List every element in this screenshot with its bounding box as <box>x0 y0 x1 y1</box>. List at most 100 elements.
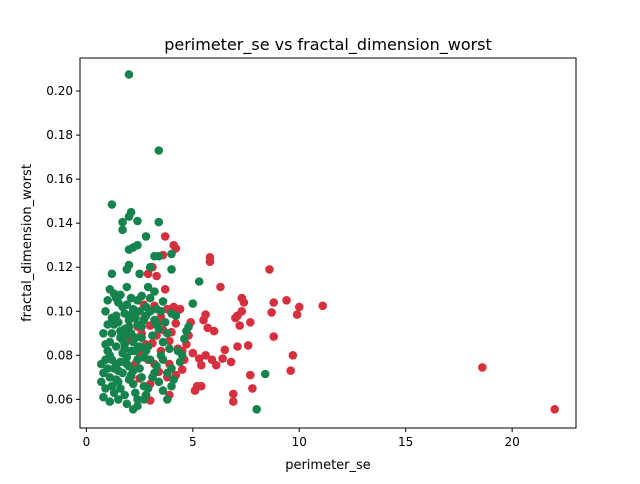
data-point-series-2 <box>150 315 159 325</box>
data-point-series-2 <box>163 329 172 338</box>
data-point-series-1 <box>209 326 219 336</box>
data-point-series-2 <box>97 377 106 387</box>
data-point-series-1 <box>235 321 244 330</box>
data-point-series-1 <box>233 342 242 351</box>
data-point-series-2 <box>139 381 149 391</box>
data-point-series-2 <box>114 395 123 404</box>
data-point-series-2 <box>145 293 155 303</box>
data-point-series-2 <box>107 269 117 279</box>
data-point-series-2 <box>188 299 198 308</box>
y-tick-label: 0.16 <box>46 172 73 186</box>
data-point-series-1 <box>188 348 198 358</box>
data-point-series-2 <box>158 386 168 395</box>
data-point-series-1 <box>243 341 253 350</box>
data-point-series-2 <box>122 399 132 409</box>
data-point-series-2 <box>133 216 142 226</box>
points-layer <box>97 70 559 414</box>
data-point-series-2 <box>118 368 127 378</box>
data-point-series-2 <box>194 277 204 286</box>
data-point-series-2 <box>107 200 117 209</box>
data-point-series-2 <box>145 307 155 316</box>
data-point-series-2 <box>137 322 146 332</box>
data-point-series-2 <box>124 315 134 325</box>
y-tick-label: 0.06 <box>46 392 73 406</box>
data-point-series-1 <box>160 232 170 241</box>
data-point-series-2 <box>156 307 166 316</box>
data-point-series-2 <box>167 265 176 274</box>
data-point-series-2 <box>116 290 125 300</box>
data-point-series-2 <box>145 262 155 272</box>
data-point-series-1 <box>267 308 276 317</box>
data-point-series-1 <box>171 319 181 328</box>
data-point-series-1 <box>550 405 559 414</box>
data-point-series-2 <box>99 329 108 338</box>
data-point-series-2 <box>99 392 108 402</box>
data-point-series-2 <box>122 300 132 310</box>
data-point-series-2 <box>103 364 112 373</box>
data-point-series-2 <box>116 384 125 393</box>
data-point-series-2 <box>165 344 174 354</box>
data-point-series-2 <box>154 377 164 387</box>
data-point-series-2 <box>105 351 115 360</box>
data-point-series-2 <box>128 405 138 414</box>
data-point-series-2 <box>131 388 140 398</box>
data-point-series-2 <box>128 366 138 376</box>
data-point-series-1 <box>197 360 206 370</box>
data-point-series-1 <box>295 302 304 312</box>
data-point-series-1 <box>229 389 238 399</box>
data-point-series-2 <box>167 381 176 391</box>
data-point-series-2 <box>114 377 123 387</box>
data-point-series-2 <box>120 324 129 334</box>
data-point-series-1 <box>229 397 238 406</box>
data-point-series-2 <box>143 342 153 351</box>
data-point-series-2 <box>150 287 159 296</box>
data-point-series-2 <box>101 340 110 349</box>
data-point-series-1 <box>269 332 279 341</box>
data-point-series-2 <box>122 353 132 362</box>
y-tick-label: 0.20 <box>46 84 73 98</box>
data-point-series-2 <box>141 232 151 241</box>
x-tick-label: 15 <box>398 435 413 449</box>
data-point-series-2 <box>116 333 125 343</box>
data-point-series-1 <box>288 351 298 360</box>
data-point-series-1 <box>194 354 204 363</box>
y-axis-label: fractal_dimension_worst <box>20 164 35 322</box>
data-point-series-1 <box>143 269 153 279</box>
data-point-series-2 <box>114 318 123 327</box>
data-point-series-2 <box>148 331 157 340</box>
data-point-series-1 <box>220 345 230 355</box>
data-point-series-2 <box>141 390 151 400</box>
x-axis: 0 5 10 15 20 <box>83 428 520 449</box>
data-point-series-1 <box>190 386 200 395</box>
data-point-series-2 <box>107 381 117 391</box>
y-tick-label: 0.08 <box>46 348 73 362</box>
data-point-series-2 <box>135 269 144 279</box>
data-point-series-1 <box>201 351 210 360</box>
data-point-series-2 <box>163 368 172 378</box>
data-point-series-2 <box>175 357 185 367</box>
data-point-series-2 <box>128 307 138 316</box>
y-tick-label: 0.18 <box>46 128 73 142</box>
data-point-series-2 <box>158 297 168 306</box>
data-point-series-2 <box>107 313 117 323</box>
chart-title: perimeter_se vs fractal_dimension_worst <box>164 35 492 55</box>
data-point-series-2 <box>122 282 132 292</box>
data-point-series-2 <box>171 311 181 321</box>
data-point-series-1 <box>318 301 328 311</box>
data-point-series-2 <box>167 249 176 259</box>
data-point-series-2 <box>158 337 168 347</box>
data-point-series-2 <box>105 397 115 406</box>
data-point-series-2 <box>111 342 121 351</box>
data-point-series-2 <box>133 344 142 354</box>
data-point-series-2 <box>118 225 127 235</box>
y-tick-label: 0.12 <box>46 260 73 274</box>
data-point-series-1 <box>248 384 257 393</box>
y-tick-label: 0.10 <box>46 304 73 318</box>
data-point-series-1 <box>218 354 227 363</box>
data-point-series-2 <box>118 217 127 227</box>
data-point-series-1 <box>231 313 240 323</box>
data-point-series-1 <box>160 285 170 294</box>
data-point-series-2 <box>133 240 142 250</box>
